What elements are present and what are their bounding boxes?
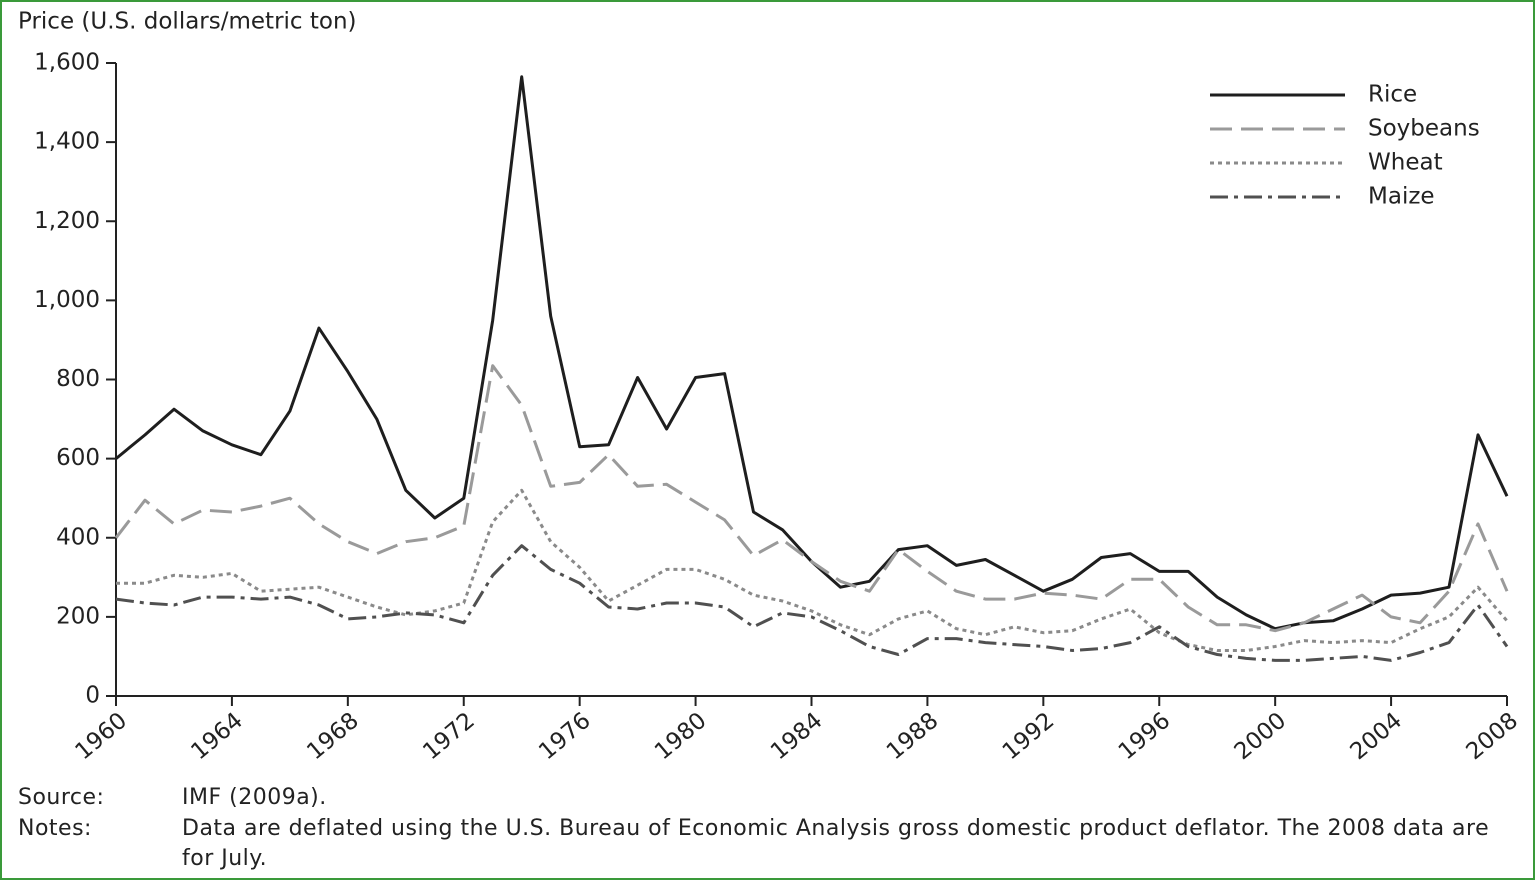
x-tick-label: 1964 — [186, 708, 248, 766]
x-tick-label: 1972 — [418, 708, 480, 766]
series-line — [115, 75, 1509, 631]
source: IMF (2009a). — [182, 785, 327, 810]
y-tick-label: 0 — [85, 683, 100, 709]
series-line — [114, 364, 1509, 633]
legend-label: Rice — [1368, 82, 1417, 108]
y-tick-label: 200 — [56, 603, 100, 629]
y-tick-label: 1,400 — [34, 129, 100, 155]
x-tick-label: 1976 — [534, 708, 596, 766]
source-label: Source: — [18, 785, 105, 810]
x-tick-label: 2004 — [1346, 708, 1408, 766]
series-line — [116, 488, 1509, 652]
y-tick-label: 1,200 — [34, 208, 100, 234]
legend-label: Maize — [1368, 184, 1435, 210]
notes: Data are deflated using the U.S. Bureau … — [182, 816, 1490, 871]
legend-label: Soybeans — [1368, 116, 1480, 142]
x-tick-label: 1984 — [766, 708, 828, 766]
y-axis-label: Price (U.S. dollars/metric ton) — [18, 9, 357, 35]
x-tick-label: 2008 — [1461, 708, 1523, 766]
x-tick-label: 1988 — [882, 708, 944, 766]
x-tick-label: 2000 — [1230, 708, 1292, 766]
x-tick-label: 1968 — [302, 708, 364, 766]
legend-label: Wheat — [1368, 150, 1443, 176]
y-tick-label: 1,000 — [34, 287, 100, 313]
notes-label: Notes: — [18, 816, 92, 841]
x-tick-label: 1996 — [1114, 708, 1176, 766]
series-line — [115, 544, 1509, 662]
x-tick-label: 1992 — [998, 708, 1060, 766]
y-tick-label: 800 — [56, 366, 100, 392]
x-tick-label: 1980 — [650, 708, 712, 766]
y-tick-label: 600 — [56, 445, 100, 471]
y-tick-label: 400 — [56, 524, 100, 550]
x-tick-label: 1960 — [70, 708, 132, 766]
chart: Price (U.S. dollars/metric ton) 0 200 400 6… — [18, 9, 1523, 766]
y-tick-label: 1,600 — [34, 50, 100, 76]
